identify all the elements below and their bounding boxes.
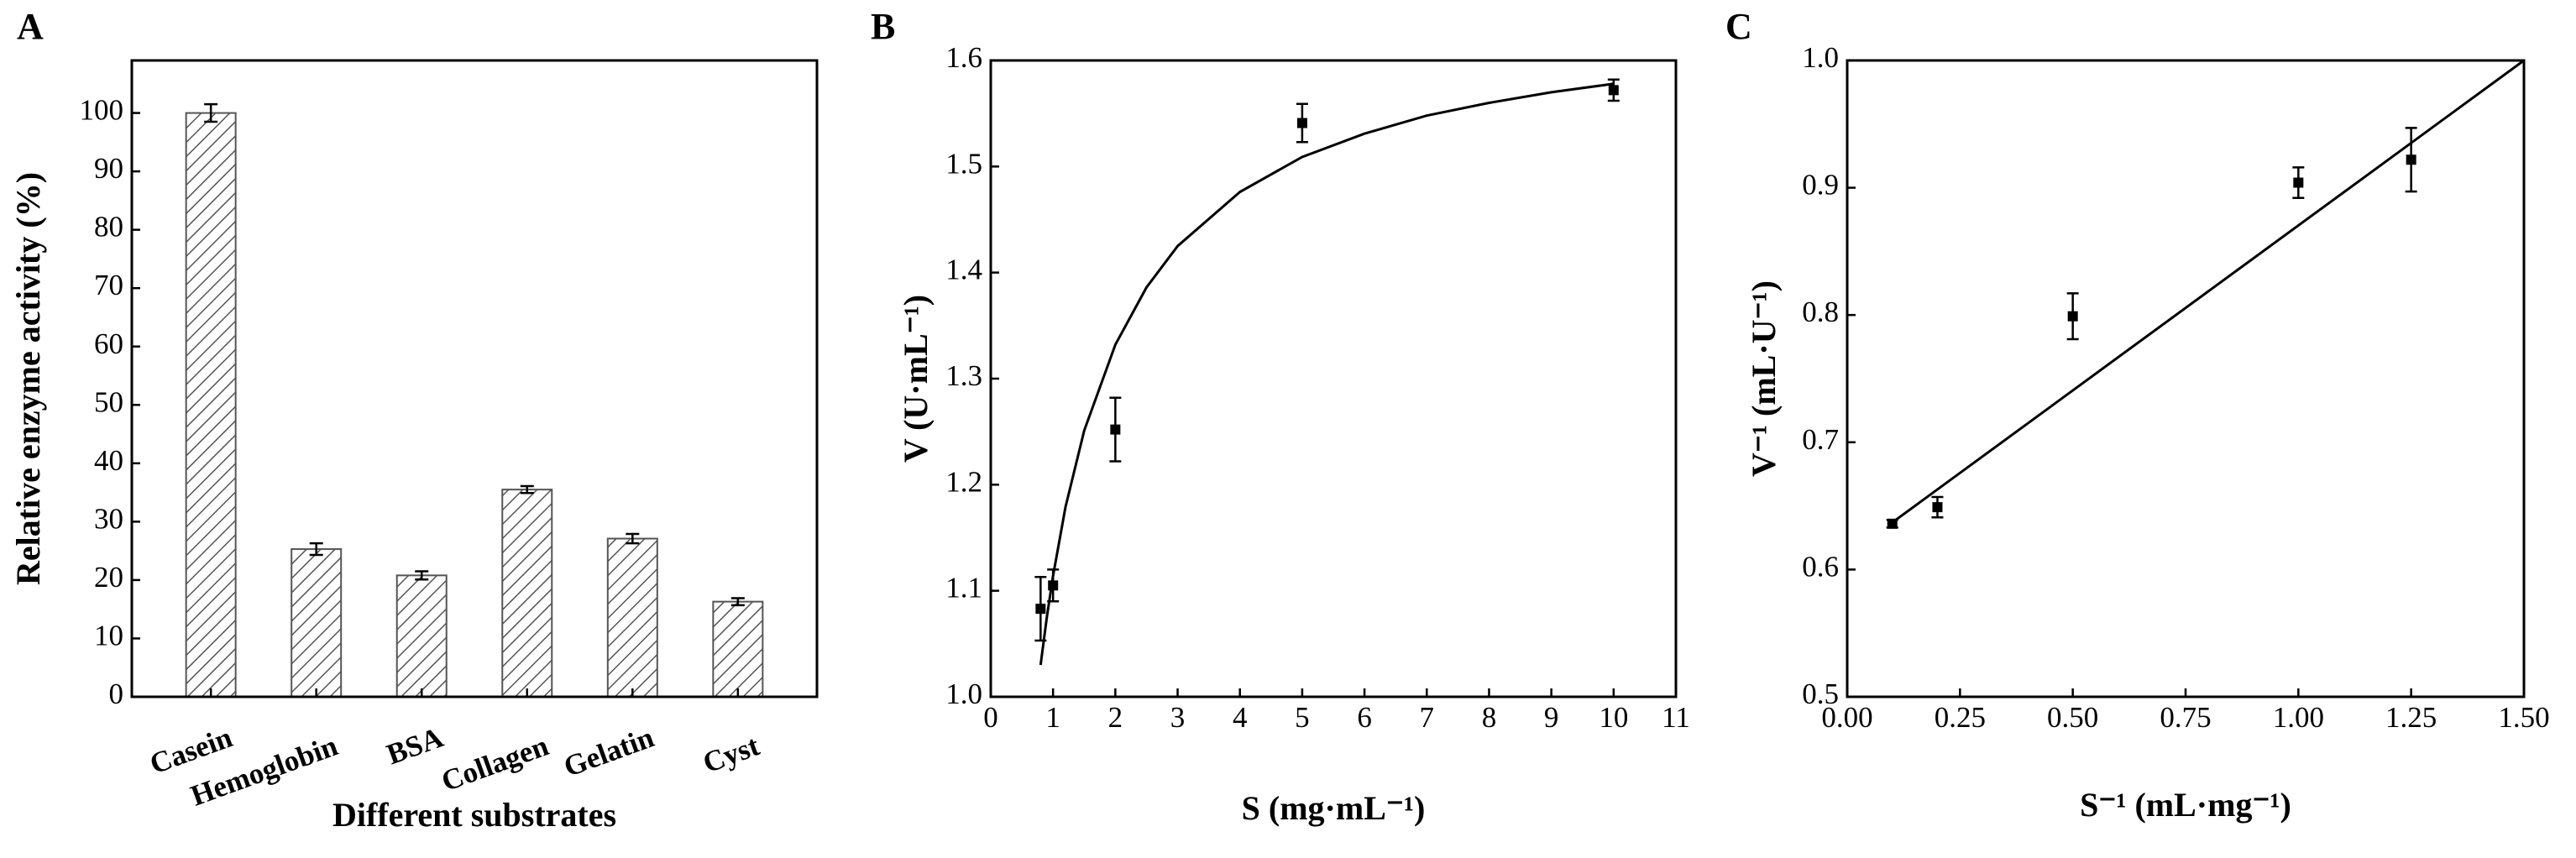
y-tick-label: 80 [94, 211, 123, 243]
plot-frame [989, 59, 1678, 698]
y-tick-label: 20 [94, 561, 123, 594]
x-tick-label: 0.75 [2160, 701, 2211, 734]
panel-label: B [871, 6, 895, 47]
y-tick-label: 30 [94, 502, 123, 535]
x-axis-label: S⁻¹ (mL·mg⁻¹) [2080, 786, 2291, 824]
x-tick-label: 5 [1295, 701, 1310, 734]
y-tick-label: 0.9 [1802, 169, 1839, 201]
point [1035, 604, 1046, 615]
x-tick-label: 6 [1357, 701, 1372, 734]
error-bar [309, 541, 323, 557]
x-tick-label: 0.25 [1935, 701, 1986, 734]
x-tick-label: 0.50 [2047, 701, 2098, 734]
bar [395, 574, 448, 698]
y-tick-label: 60 [94, 327, 123, 360]
x-tick-label: Cyst [699, 729, 764, 779]
point [1296, 118, 1307, 128]
plot-frame [1846, 59, 2526, 698]
y-tick-label: 1.5 [945, 147, 982, 180]
y-tick-label: 50 [94, 385, 123, 418]
error-bar [204, 102, 218, 123]
panel-label: C [1725, 6, 1752, 47]
y-tick-label: 0 [109, 678, 124, 710]
y-tick-label: 1.0 [1802, 41, 1839, 74]
y-tick-label: 1.3 [945, 359, 982, 392]
x-tick-label: 7 [1420, 701, 1435, 734]
error-bar [626, 532, 640, 545]
y-tick-label: 90 [94, 152, 123, 185]
y-tick-label: 1.0 [945, 678, 982, 710]
y-tick-label: 0.6 [1802, 550, 1839, 583]
x-tick-label: 1.50 [2498, 701, 2549, 734]
y-tick-label: 1.2 [945, 465, 982, 498]
bar [501, 489, 553, 698]
bar [606, 537, 658, 698]
y-tick-label: 100 [80, 94, 124, 127]
point [2293, 177, 2304, 188]
x-tick-label: 9 [1544, 701, 1559, 734]
y-axis-label: V (U·mL⁻¹) [897, 295, 935, 463]
point [2067, 311, 2078, 322]
y-tick-label: 0.8 [1802, 296, 1839, 328]
x-tick-label: 8 [1482, 701, 1497, 734]
x-axis-label: Different substrates [332, 796, 616, 834]
x-tick-label: 1.25 [2385, 701, 2437, 734]
x-tick-label: 4 [1233, 701, 1248, 734]
y-tick-label: 40 [94, 444, 123, 477]
x-tick-label: 1 [1045, 701, 1060, 734]
x-tick-label: 3 [1170, 701, 1186, 734]
error-bar [415, 570, 429, 581]
error-bar [730, 597, 745, 607]
x-tick-label: 10 [1599, 701, 1628, 734]
x-tick-label: 0.00 [1821, 701, 1872, 734]
y-tick-label: 10 [94, 619, 123, 651]
y-tick-label: 0.5 [1802, 678, 1839, 710]
y-tick-label: 1.4 [945, 254, 982, 286]
plot-frame [130, 59, 819, 698]
x-tick-label: 11 [1662, 701, 1690, 734]
x-tick-label: 0 [983, 701, 998, 734]
point [2406, 154, 2416, 165]
point [1048, 580, 1059, 591]
y-axis-label: V⁻¹ (mL·U⁻¹) [1745, 280, 1783, 477]
x-tick-label: 1.00 [2273, 701, 2324, 734]
y-tick-label: 1.6 [945, 41, 982, 74]
x-tick-label: BSA [382, 720, 448, 771]
x-tick-label: Gelatin [559, 720, 657, 783]
x-tick-label: 2 [1108, 701, 1123, 734]
bar [185, 112, 237, 698]
point [1608, 85, 1619, 96]
point [1932, 502, 1943, 513]
y-tick-label: 70 [94, 269, 123, 301]
error-bar [520, 484, 534, 494]
y-axis-label: Relative enzyme activity (%) [9, 172, 47, 585]
bar [712, 600, 764, 698]
x-axis-label: S (mg·mL⁻¹) [1242, 789, 1426, 827]
x-tick-label: Collagen [437, 729, 553, 798]
fit-line [1891, 59, 2525, 524]
bar [291, 548, 343, 698]
point [1110, 424, 1121, 435]
panel-label: A [17, 6, 44, 47]
fit-line [1039, 82, 1615, 666]
y-tick-label: 1.1 [945, 572, 982, 604]
point [1887, 518, 1898, 529]
y-tick-label: 0.7 [1802, 423, 1839, 456]
